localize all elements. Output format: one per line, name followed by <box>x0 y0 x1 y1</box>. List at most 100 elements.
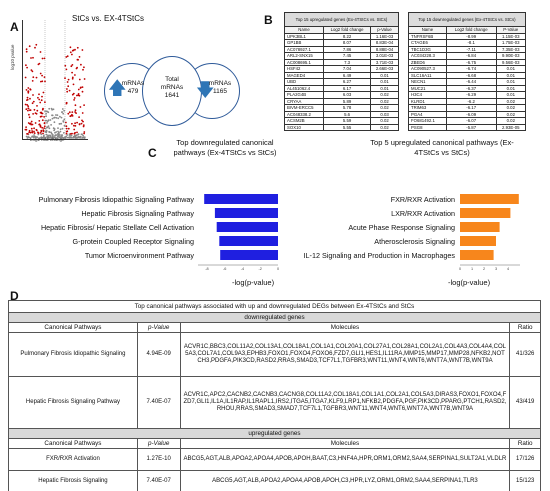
volcano-point <box>33 108 36 111</box>
volcano-point <box>44 137 46 139</box>
volcano-point <box>43 122 46 125</box>
volcano-point <box>47 119 50 122</box>
pathway-bar-label: IL-12 Signaling and Production in Macrop… <box>304 251 456 260</box>
gene-fold-change: 5.89 <box>323 97 372 105</box>
volcano-point <box>52 108 55 111</box>
volcano-point <box>45 130 48 132</box>
gene-row: TNFRSF6B -8.99 1.15E-03 <box>408 32 527 40</box>
gene-row: BIVM-ERCC5 5.78 0.02 <box>283 104 399 112</box>
gene-pvalue: 0.01 <box>495 71 527 79</box>
volcano-point <box>66 81 69 83</box>
volcano-point <box>68 89 71 92</box>
volcano-point <box>83 78 86 80</box>
volcano-point <box>60 116 63 119</box>
volcano-point <box>42 132 44 135</box>
volcano-point <box>35 43 38 46</box>
volcano-point <box>77 88 80 91</box>
volcano-point <box>73 99 75 101</box>
volcano-point <box>40 129 43 132</box>
volcano-point <box>28 131 31 134</box>
volcano-point <box>81 49 84 51</box>
volcano-point <box>33 134 35 136</box>
gene-pvalue: 3.71E-03 <box>370 58 399 66</box>
gene-fold-change: 7.04 <box>323 65 372 73</box>
volcano-point <box>25 89 28 91</box>
volcano-point <box>26 137 29 139</box>
gene-row: NECN1 -6.44 0.01 <box>408 78 527 86</box>
volcano-point <box>31 131 34 134</box>
venn-left-text: mRNAs 479 <box>120 80 146 96</box>
downregulated-section-label: downregulated genes <box>8 312 541 323</box>
volcano-point <box>43 57 46 60</box>
venn-right-text: mRNAs 1165 <box>206 80 234 96</box>
header-canonical-pathways: Canonical Pathways <box>8 438 138 449</box>
volcano-point <box>71 122 73 125</box>
volcano-point <box>66 88 68 90</box>
gene-fold-change: -5.87 <box>445 123 497 131</box>
top-upregulated-genes-table: Top 15 upregulated genes (Ex-4TStCs vs. … <box>283 12 399 131</box>
pathway-bar-label: LXR/RXR Activation <box>391 209 455 218</box>
panel-a-letter: A <box>10 20 19 34</box>
volcano-point <box>78 123 81 125</box>
volcano-point <box>68 111 71 114</box>
volcano-point <box>44 110 46 113</box>
pathway-bar <box>460 250 494 260</box>
volcano-point <box>27 87 30 89</box>
gene-pvalue: 0.02 <box>370 123 399 131</box>
left-chart-title: Top downregulated canonical pathways (Ex… <box>173 138 277 157</box>
header-ratio: Ratio <box>509 438 541 449</box>
volcano-point <box>78 116 80 118</box>
volcano-point <box>74 104 77 107</box>
volcano-point <box>71 93 74 96</box>
gene-fold-change: 7.3 <box>323 58 372 66</box>
volcano-point <box>58 134 61 136</box>
volcano-point <box>73 97 76 99</box>
chart-tick-label: 4 <box>507 267 509 270</box>
gene-row: H3C4 -6.29 0.01 <box>408 91 527 99</box>
volcano-point <box>55 131 58 133</box>
volcano-point <box>47 111 50 114</box>
volcano-point <box>65 125 68 128</box>
volcano-point <box>61 111 63 113</box>
volcano-point <box>33 127 35 130</box>
volcano-point <box>41 126 44 129</box>
canonical-pathways-table: Top canonical pathways associated with u… <box>8 300 541 491</box>
volcano-point <box>81 86 84 88</box>
volcano-point <box>41 119 44 122</box>
pathway-bar <box>460 194 519 204</box>
volcano-point <box>78 136 81 139</box>
gene-row: PGA4 -6.09 0.02 <box>408 110 527 118</box>
table-row: Hepatic Fibrosis Signaling 7.40E-07 ABCG… <box>8 470 541 491</box>
gene-row: MUC21 -6.37 0.01 <box>408 84 527 92</box>
gene-pvalue: 0.01 <box>495 65 527 73</box>
volcano-point <box>65 68 68 71</box>
volcano-point <box>71 49 74 52</box>
volcano-point <box>74 74 76 76</box>
volcano-point <box>31 70 34 73</box>
right-chart-xlabel: -log(p-value) <box>448 278 491 287</box>
volcano-point <box>43 125 46 128</box>
volcano-point <box>29 88 32 91</box>
volcano-point <box>73 128 76 131</box>
gene-row: MAGED4 6.49 0.01 <box>283 71 399 79</box>
volcano-point <box>40 99 43 102</box>
gene-row: AL451062.4 6.17 0.01 <box>283 84 399 92</box>
volcano-point <box>49 135 52 138</box>
volcano-point <box>29 109 31 112</box>
volcano-point <box>32 136 35 139</box>
volcano-point <box>39 72 42 75</box>
chart-tick-label: 0 <box>459 267 461 270</box>
volcano-point <box>57 134 60 136</box>
volcano-point <box>64 77 66 80</box>
gene-pvalue: 0.02 <box>495 104 527 112</box>
volcano-point <box>62 132 65 134</box>
gene-row: SLC16A11 -6.68 0.01 <box>408 71 527 79</box>
volcano-point <box>81 90 84 93</box>
volcano-point <box>71 77 74 80</box>
header-molecules: Molecules <box>179 438 511 449</box>
volcano-point <box>38 98 41 101</box>
volcano-point <box>40 112 43 115</box>
left-chart-xlabel: -log(p-value) <box>232 278 275 287</box>
volcano-point <box>24 128 27 131</box>
volcano-point <box>44 80 46 83</box>
